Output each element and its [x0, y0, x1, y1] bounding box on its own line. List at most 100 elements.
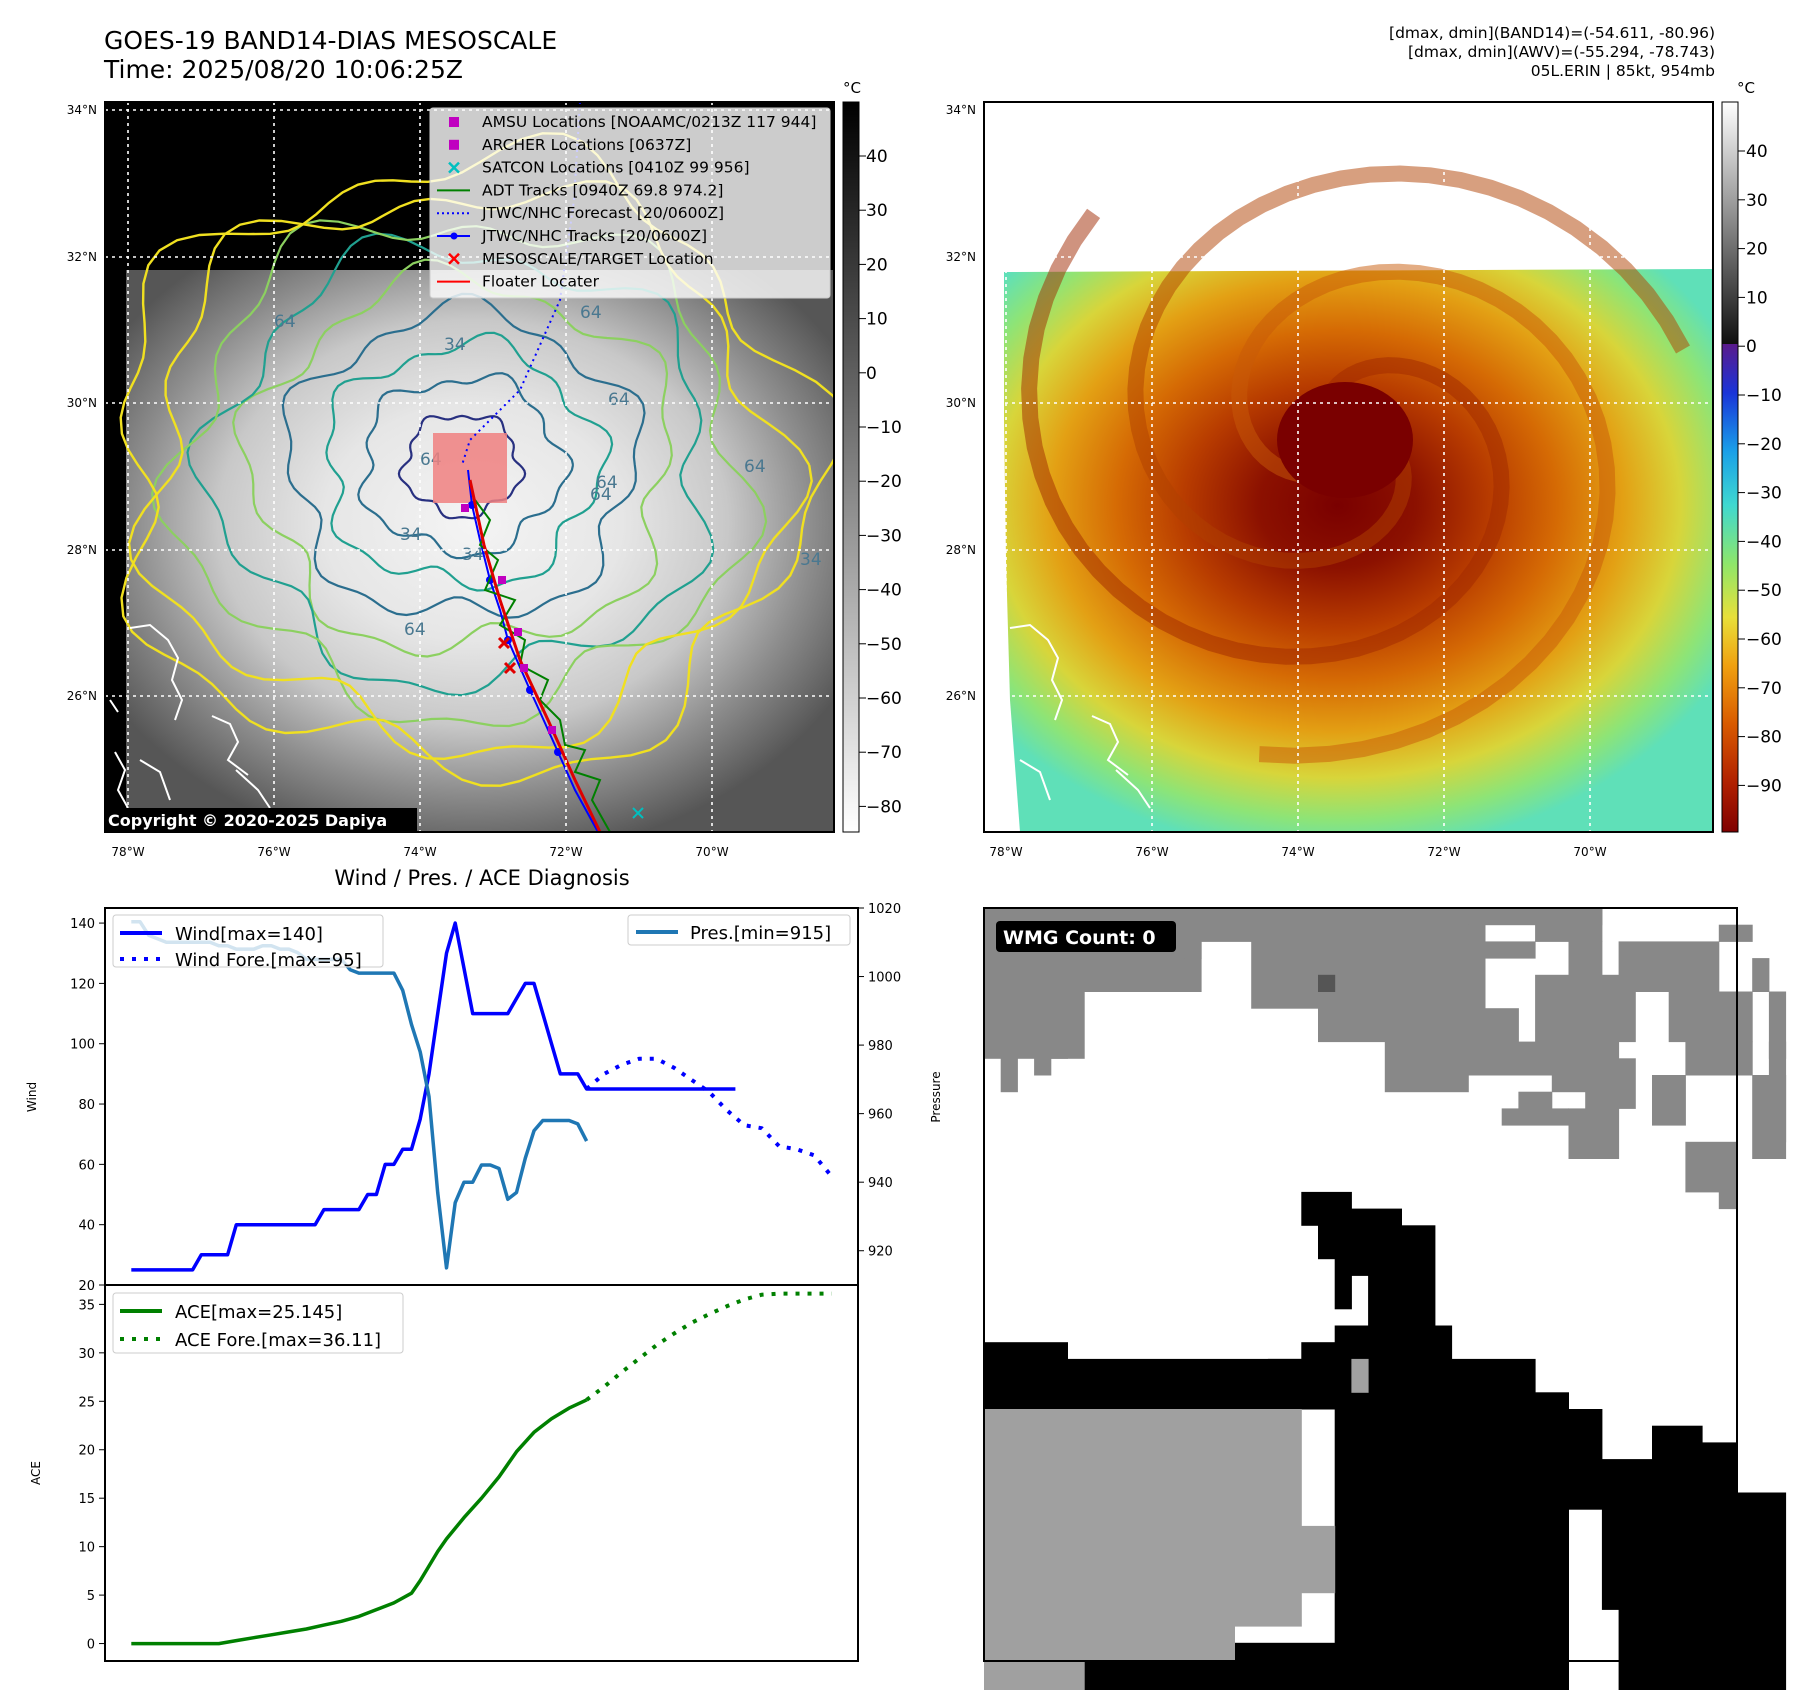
colorbar-tick-label: −50 [1746, 581, 1782, 601]
lat-label: 28°N [67, 543, 97, 557]
satcon-marker [632, 807, 644, 819]
coast-segment [211, 715, 249, 776]
contour-label: 34 [800, 550, 822, 570]
legend-marker [448, 161, 460, 174]
lat-label: 32°N [67, 250, 97, 264]
colorbar-tick-label: −90 [1746, 776, 1782, 796]
colorbar-tick-label: −30 [866, 526, 902, 546]
wind-forecast-legend-entry: Wind Fore.[max=95] [175, 950, 362, 971]
wind-tick-label: 100 [70, 1038, 95, 1053]
wmg-cell [984, 1592, 1302, 1627]
wmg-cell [1618, 941, 1720, 992]
contour-label: 34 [462, 545, 484, 565]
colorbar-tick-label: 40 [866, 147, 888, 167]
coast-segment [1115, 769, 1151, 809]
legend-marker [449, 117, 459, 127]
series-line [131, 921, 736, 1272]
colorbar-tick-label: −20 [866, 472, 902, 492]
ace-lines [131, 1291, 832, 1646]
wmg-cell [1418, 1492, 1486, 1690]
pressure-legend-entry: Pres.[min=915] [690, 923, 831, 944]
colorbar-tick-label: −10 [866, 418, 902, 438]
wmg-cell [984, 1409, 1302, 1527]
colorbar-tick-label: −20 [1746, 435, 1782, 455]
forecast-track [461, 102, 581, 466]
ace-tick-label: 35 [78, 1298, 95, 1313]
ace-axis-label: ACE [29, 1461, 43, 1485]
ace-tick-label: 0 [87, 1638, 95, 1653]
colorbar-tick-label: −80 [1746, 728, 1782, 748]
wmg-frame [983, 907, 1738, 1662]
band14-range: [dmax, dmin](BAND14)=(-54.611, -80.96) [1389, 24, 1715, 42]
wmg-cell [1267, 1358, 1302, 1410]
coast-segment [989, 699, 999, 713]
ace-tick-label: 25 [78, 1395, 95, 1410]
contour-label: 64 [744, 457, 766, 477]
wind-pressure-chart: Wind / Pres. / ACE Diagnosis 20 40 60 80 100… [25, 866, 943, 1294]
colorbar-tick-label: −60 [1746, 630, 1782, 650]
legend-entry: Floater Locater [482, 273, 600, 291]
wmg-cell [984, 1525, 1336, 1594]
legend-entry: ADT Tracks [0940Z 69.8 974.2] [482, 181, 723, 199]
legend-entry: SATCON Locations [0410Z 99 956] [482, 159, 750, 177]
wind-legend-entry: Wind[max=140] [175, 924, 323, 945]
awv-latitude-labels: 34°N 32°N 30°N 28°N 26°N [946, 103, 976, 703]
wmg-cell [1768, 1041, 1787, 1143]
wind-tick-label: 40 [78, 1219, 95, 1234]
awv-map-frame [983, 101, 1714, 833]
contour-label: 34 [400, 525, 422, 545]
legend-entry: MESOSCALE/TARGET Location [482, 250, 714, 268]
awv-spiral-bands [1021, 165, 1690, 764]
wind-contour-ring [397, 414, 527, 520]
ace-tick-label: 10 [78, 1541, 95, 1556]
ace-forecast-legend-entry: ACE Fore.[max=36.11] [175, 1330, 381, 1351]
lon-label: 72°W [1427, 845, 1460, 859]
wind-y-axis: 20 40 60 80 100 120 140 [70, 917, 105, 1294]
wmg-cell [1485, 941, 1536, 959]
wind-legend: Wind[max=140] Wind Fore.[max=95] [112, 914, 384, 971]
colorbar-tick-label: −70 [1746, 679, 1782, 699]
wmg-cell [1318, 1225, 1352, 1260]
copyright-box [104, 808, 417, 832]
wmg-cell [1318, 974, 1336, 992]
wind-tick-label: 20 [78, 1279, 95, 1294]
floater-locater-track [468, 479, 602, 832]
map-frame [104, 101, 835, 833]
lon-label: 70°W [695, 845, 728, 859]
contour-label: 64 [608, 390, 630, 410]
lat-label: 30°N [67, 396, 97, 410]
wind-tick-label: 80 [78, 1098, 95, 1113]
wmg-cell [1568, 941, 1603, 976]
wmg-cell [1568, 1108, 1620, 1159]
colorbar-tick-label: −40 [1746, 532, 1782, 552]
ace-tick-label: 20 [78, 1444, 95, 1459]
wmg-cell [1718, 1175, 1736, 1210]
wmg-cell [1551, 1075, 1586, 1093]
legend-entry: JTWC/NHC Tracks [20/0600Z] [481, 227, 707, 245]
copyright-text: Copyright © 2020-2025 Dapiya [108, 811, 387, 830]
awv-map-grid [984, 102, 1713, 832]
colorbar-tick-label: −80 [866, 797, 902, 817]
coastline [109, 623, 271, 809]
wmg-cell [1735, 1492, 1787, 1690]
wind-contour-ring [281, 292, 646, 619]
figure-title: GOES-19 BAND14-DIAS MESOSCALE Time: 2025… [104, 26, 557, 84]
wmg-cell [1384, 1225, 1402, 1276]
awv-coastline [989, 623, 1151, 809]
colorbar-tick-label: −40 [866, 581, 902, 601]
wmg-cell [984, 1626, 1235, 1660]
wmg-cell [1184, 1676, 1336, 1690]
pressure-tick-label: 1000 [868, 971, 901, 986]
legend-entry: JTWC/NHC Forecast [20/0600Z] [481, 204, 724, 222]
series-line [131, 1398, 588, 1646]
latitude-labels: 34°N 32°N 30°N 28°N 26°N [67, 103, 97, 703]
band14-colorbar-ticks: 40 30 20 10 0 −10 −20 −30 −40 −50 −60 −70 −80 [859, 147, 902, 817]
colorbar-tick-label: 20 [866, 255, 888, 275]
legend-entry: AMSU Locations [NOAAMC/0213Z 117 944] [482, 113, 816, 131]
coast-segment [129, 623, 184, 721]
contour-label: 64 [580, 303, 602, 323]
ace-tick-label: 30 [78, 1347, 95, 1362]
wmg-cell [1752, 958, 1770, 992]
